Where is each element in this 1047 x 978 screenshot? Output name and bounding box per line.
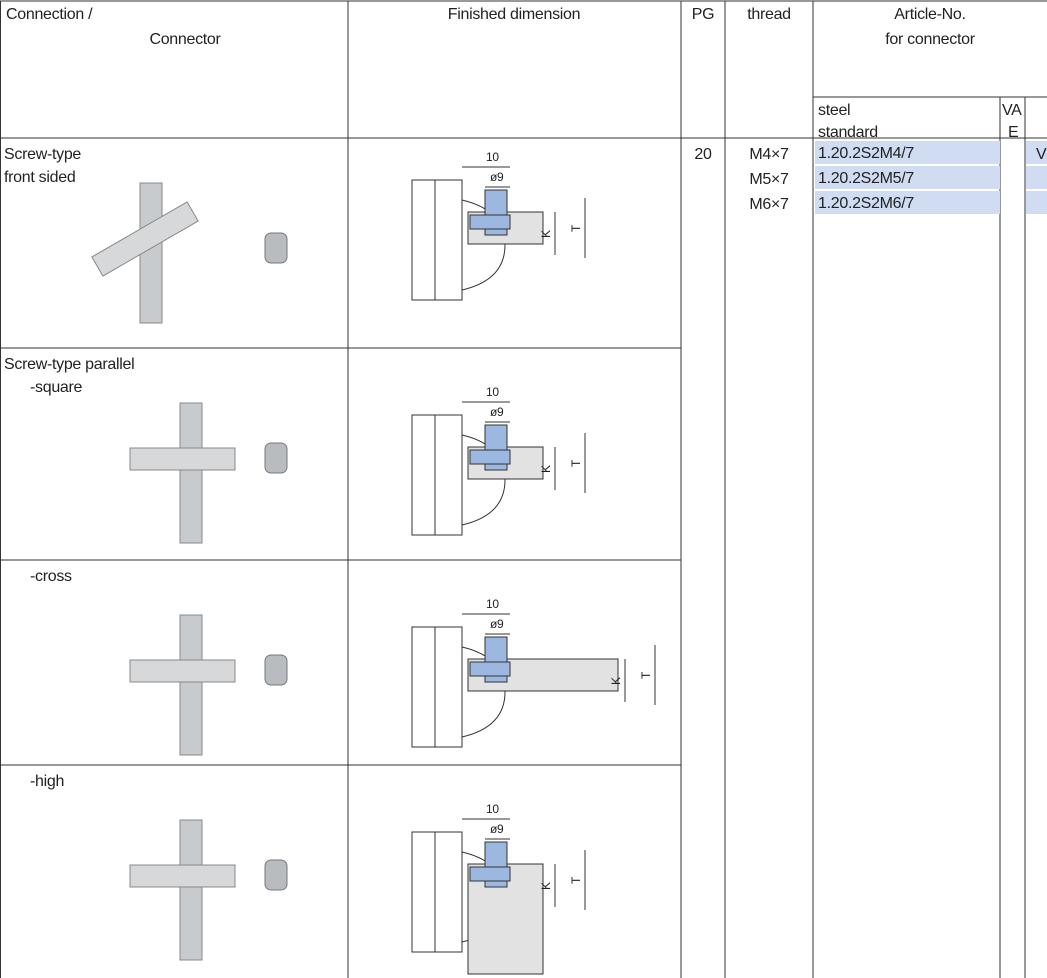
dim-label: T	[569, 459, 583, 467]
header-text: standard	[818, 124, 878, 141]
profile-bar	[129, 864, 236, 888]
row-label: front sided	[4, 169, 75, 186]
screw-section	[469, 214, 511, 230]
product-image	[129, 614, 288, 756]
header-text: Connection /	[6, 6, 93, 23]
article-highlight	[815, 166, 1000, 189]
dome	[461, 434, 506, 526]
row-label: -cross	[30, 568, 72, 585]
section-drawing: 10 ø9 K T	[411, 385, 586, 536]
dome	[461, 199, 506, 291]
profile-bar	[179, 614, 203, 756]
dim-label: K	[609, 677, 623, 685]
header-text: VA	[1002, 102, 1022, 119]
article-number: 1.20.2S2M6/7	[818, 195, 914, 212]
dim-label: 10	[486, 150, 499, 164]
header-text: Article-No.	[894, 6, 965, 23]
header-text: for connector	[885, 31, 975, 48]
dim-label: 10	[486, 385, 499, 399]
header-text: thread	[747, 6, 791, 23]
product-image	[129, 402, 288, 544]
profile-outline	[411, 179, 436, 301]
thread-value: M4×7	[749, 146, 789, 163]
dim-label: ø9	[490, 405, 504, 419]
profile-outline	[434, 179, 463, 301]
dim-label: T	[569, 876, 583, 884]
dim-label: ø9	[490, 617, 504, 631]
article-number: 1.20.2S2M4/7	[818, 145, 914, 162]
connector-part	[264, 232, 288, 264]
connector-part	[264, 859, 288, 891]
dim-label: T	[639, 671, 653, 679]
profile-bar	[179, 402, 203, 544]
row-label: -high	[30, 773, 64, 790]
pg-value: 20	[694, 146, 712, 163]
dim-label: K	[539, 230, 553, 238]
profile-outline	[411, 414, 436, 536]
header-text: Finished dimension	[448, 6, 580, 23]
connector-part	[264, 442, 288, 474]
dim-label: K	[539, 882, 553, 890]
connector-part	[264, 654, 288, 686]
truncated-text: V	[1036, 146, 1047, 163]
article-highlight	[1026, 141, 1047, 164]
article-number: 1.20.2S2M5/7	[818, 170, 914, 187]
dome	[461, 646, 506, 738]
dim-label: 10	[486, 597, 499, 611]
profile-bar	[179, 819, 203, 961]
thread-value: M6×7	[749, 196, 789, 213]
header-text: E	[1008, 124, 1018, 141]
profile-bar	[129, 659, 236, 683]
profile-outline	[411, 626, 436, 748]
row-label: Screw-type	[4, 146, 81, 163]
header-text: Connector	[149, 31, 221, 48]
row-label: -square	[30, 379, 83, 396]
dim-label: ø9	[490, 170, 504, 184]
profile-bar	[91, 201, 199, 277]
section-drawing: 10 ø9 K T	[411, 802, 586, 975]
profile-outline	[411, 831, 436, 953]
header-text: steel	[818, 102, 850, 119]
section-drawing: 10 ø9 K T	[411, 597, 656, 748]
profile-bar	[129, 447, 236, 471]
thread-value: M5×7	[749, 171, 789, 188]
profile-outline	[434, 414, 463, 536]
dim-label: ø9	[490, 822, 504, 836]
section-drawing: 10 ø9 K T	[411, 150, 586, 301]
header-text: PG	[692, 6, 715, 23]
screw-section	[469, 449, 511, 465]
screw-section	[469, 866, 511, 882]
product-image	[129, 819, 288, 961]
article-highlight	[815, 141, 1000, 164]
profile-outline	[434, 626, 463, 748]
dim-label: K	[539, 465, 553, 473]
screw-section	[469, 661, 511, 677]
article-highlight	[1026, 191, 1047, 214]
product-image	[91, 182, 288, 324]
profile-outline	[434, 831, 463, 953]
dim-label: T	[569, 224, 583, 232]
dim-label: 10	[486, 802, 499, 816]
article-highlight	[815, 191, 1000, 214]
article-highlight	[1026, 166, 1047, 189]
row-label: Screw-type parallel	[4, 356, 134, 373]
